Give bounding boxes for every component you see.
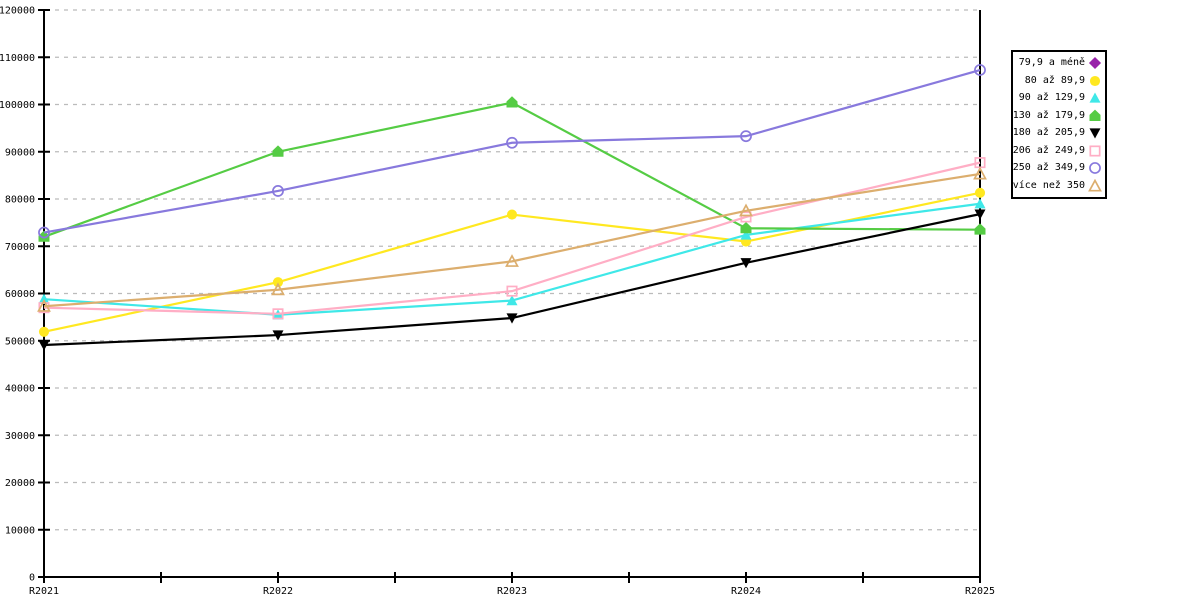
series-markers-4	[38, 209, 986, 351]
pentagon-marker-icon	[38, 230, 50, 242]
legend-item-label: více než 350	[1012, 179, 1085, 191]
square-marker-icon	[1089, 145, 1101, 157]
x-tick-label: R2024	[731, 586, 761, 597]
legend-item-label: 250 až 349,9	[1012, 162, 1085, 174]
square-marker-icon	[506, 285, 518, 297]
legend-item-label: 90 až 129,9	[1018, 92, 1085, 104]
triangle-down-marker-icon	[1089, 128, 1101, 139]
pentagon-marker-icon	[506, 96, 518, 108]
y-tick-label: 50000	[5, 336, 35, 347]
legend-item-label: 79,9 a méně	[1018, 57, 1085, 69]
circle-marker-icon	[1089, 162, 1101, 175]
legend-marker	[1089, 75, 1101, 86]
legend-item: více než 350	[1012, 177, 1102, 194]
triangle-down-marker-icon	[272, 330, 284, 341]
legend-item: 80 až 89,9	[1015, 72, 1102, 89]
circle-marker-icon	[974, 187, 986, 198]
x-tick-label: R2021	[29, 586, 59, 597]
pentagon-marker-icon	[1089, 109, 1101, 121]
x-tick-label: R2025	[965, 586, 995, 597]
legend-item: 90 až 129,9	[1015, 90, 1102, 107]
x-tick-label: R2022	[263, 586, 293, 597]
legend-marker	[1089, 92, 1101, 103]
y-tick-label: 110000	[0, 53, 35, 64]
triangle-down-marker-icon	[506, 313, 518, 324]
triangle-up-marker-icon	[38, 293, 50, 304]
y-tick-label: 10000	[5, 525, 35, 536]
circle-marker-icon	[506, 209, 518, 220]
y-tick-label: 40000	[5, 384, 35, 395]
triangle-up-marker-icon	[740, 229, 752, 240]
triangle-up-marker-icon	[973, 166, 987, 180]
circle-marker-icon	[38, 226, 50, 239]
legend-marker	[1089, 145, 1101, 157]
series-line-4	[43, 213, 981, 347]
legend-item: 79,9 a méně	[1015, 55, 1102, 72]
y-tick-label: 100000	[0, 100, 35, 111]
pentagon-marker-icon	[974, 223, 986, 235]
pentagon-marker-icon	[740, 221, 752, 234]
triangle-up-marker-icon	[37, 298, 51, 312]
triangle-up-marker-icon	[1088, 178, 1102, 192]
triangle-up-marker-icon	[271, 282, 285, 296]
series-markers-7	[37, 166, 987, 312]
pentagon-marker-icon	[272, 145, 284, 157]
legend-marker	[1089, 109, 1101, 121]
y-tick-label: 80000	[5, 195, 35, 206]
square-marker-icon	[740, 211, 752, 223]
series-markers-5	[38, 157, 986, 320]
triangle-up-marker-icon	[505, 254, 519, 267]
y-tick-label: 30000	[5, 431, 35, 442]
y-tick-label: 90000	[5, 147, 35, 158]
series-markers-3	[38, 96, 986, 242]
series-markers-6	[38, 64, 986, 239]
diamond-marker-icon	[1088, 56, 1102, 70]
legend-marker	[1088, 56, 1102, 70]
triangle-down-marker-icon	[38, 340, 50, 351]
circle-marker-icon	[1089, 75, 1101, 86]
x-tick-label: R2023	[497, 586, 527, 597]
triangle-up-marker-icon	[506, 295, 518, 306]
series-line-6	[43, 68, 981, 234]
y-tick-label: 0	[29, 573, 35, 584]
circle-marker-icon	[38, 326, 50, 337]
legend-item: 130 až 179,9	[1012, 107, 1102, 124]
y-tick-label: 20000	[5, 478, 35, 489]
legend-marker	[1089, 162, 1101, 175]
circle-marker-icon	[272, 277, 284, 288]
circle-marker-icon	[974, 64, 986, 76]
legend-marker	[1088, 178, 1102, 192]
y-tick-label: 120000	[0, 6, 35, 17]
triangle-up-marker-icon	[974, 198, 986, 209]
series-line-7	[43, 172, 981, 308]
y-tick-label: 60000	[5, 289, 35, 300]
legend-item-label: 130 až 179,9	[1012, 109, 1085, 121]
circle-marker-icon	[272, 185, 284, 197]
legend-item: 206 až 249,9	[1012, 142, 1102, 159]
legend-item: 250 až 349,9	[1012, 160, 1102, 177]
triangle-up-marker-icon	[739, 203, 753, 217]
triangle-up-marker-icon	[1089, 92, 1101, 103]
triangle-down-marker-icon	[974, 209, 986, 220]
y-tick-label: 70000	[5, 242, 35, 253]
legend: 79,9 a méně 80 až 89,9 90 až 129,9 130 až 1…	[1011, 50, 1107, 199]
circle-marker-icon	[740, 130, 752, 143]
legend-item: 180 až 205,9	[1012, 125, 1102, 142]
series-markers-1	[38, 187, 986, 337]
legend-marker	[1089, 128, 1101, 139]
square-marker-icon	[272, 308, 284, 320]
legend-item-label: 180 až 205,9	[1012, 127, 1085, 139]
triangle-down-marker-icon	[740, 258, 752, 269]
circle-marker-icon	[506, 136, 518, 149]
legend-item-label: 206 až 249,9	[1012, 144, 1085, 156]
legend-item-label: 80 až 89,9	[1024, 74, 1085, 86]
